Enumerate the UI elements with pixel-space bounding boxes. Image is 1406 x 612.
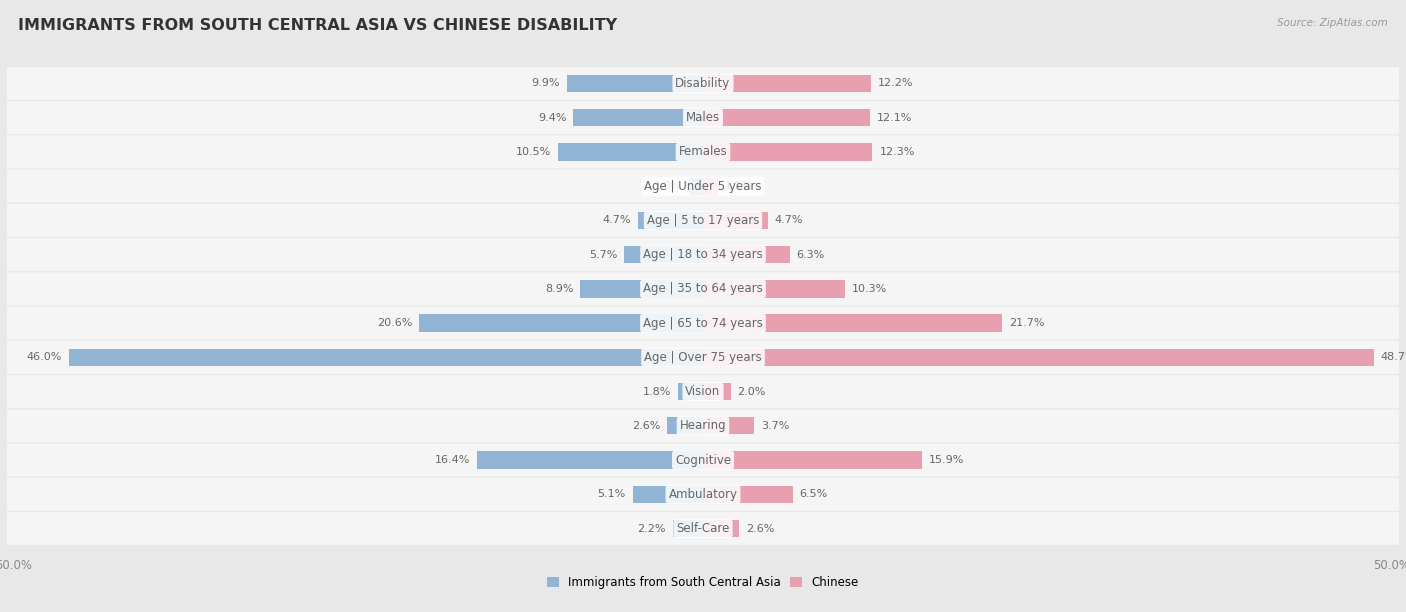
Bar	[477, 452, 703, 469]
FancyBboxPatch shape	[7, 135, 1399, 168]
Text: Age | 65 to 74 years: Age | 65 to 74 years	[643, 316, 763, 330]
FancyBboxPatch shape	[7, 238, 1399, 271]
Bar	[574, 109, 703, 126]
Text: 48.7%: 48.7%	[1381, 353, 1406, 362]
Text: 8.9%: 8.9%	[546, 284, 574, 294]
Text: Source: ZipAtlas.com: Source: ZipAtlas.com	[1277, 18, 1388, 28]
Bar	[703, 417, 754, 435]
Text: 20.6%: 20.6%	[377, 318, 412, 328]
FancyBboxPatch shape	[7, 307, 1399, 340]
Text: 10.3%: 10.3%	[852, 284, 887, 294]
Text: Disability: Disability	[675, 77, 731, 90]
Text: 1.1%: 1.1%	[725, 181, 754, 191]
Text: 9.4%: 9.4%	[538, 113, 567, 122]
Bar	[703, 143, 873, 160]
Text: 2.0%: 2.0%	[738, 387, 766, 397]
Bar	[638, 212, 703, 229]
Text: 2.2%: 2.2%	[637, 523, 666, 534]
Bar	[558, 143, 703, 160]
Text: Ambulatory: Ambulatory	[668, 488, 738, 501]
FancyBboxPatch shape	[7, 101, 1399, 134]
FancyBboxPatch shape	[7, 67, 1399, 100]
Text: 5.7%: 5.7%	[589, 250, 617, 259]
Text: 12.3%: 12.3%	[879, 147, 915, 157]
Text: IMMIGRANTS FROM SOUTH CENTRAL ASIA VS CHINESE DISABILITY: IMMIGRANTS FROM SOUTH CENTRAL ASIA VS CH…	[18, 18, 617, 34]
Bar	[69, 349, 703, 366]
Text: 15.9%: 15.9%	[929, 455, 965, 465]
Text: 4.7%: 4.7%	[603, 215, 631, 225]
Text: 9.9%: 9.9%	[531, 78, 560, 89]
Text: Hearing: Hearing	[679, 419, 727, 432]
FancyBboxPatch shape	[7, 170, 1399, 203]
Bar	[703, 315, 1002, 332]
FancyBboxPatch shape	[7, 272, 1399, 305]
FancyBboxPatch shape	[7, 444, 1399, 477]
Bar	[703, 212, 768, 229]
Text: 5.1%: 5.1%	[598, 490, 626, 499]
Text: Vision: Vision	[685, 385, 721, 398]
Bar	[633, 486, 703, 503]
Bar	[678, 383, 703, 400]
Bar	[703, 280, 845, 297]
Text: 1.0%: 1.0%	[654, 181, 682, 191]
Text: 6.5%: 6.5%	[800, 490, 828, 499]
Text: 6.3%: 6.3%	[797, 250, 825, 259]
Bar	[703, 75, 872, 92]
Bar	[703, 109, 870, 126]
Bar	[567, 75, 703, 92]
Bar	[703, 246, 790, 263]
Text: 12.1%: 12.1%	[876, 113, 912, 122]
FancyBboxPatch shape	[7, 204, 1399, 237]
Text: Females: Females	[679, 146, 727, 159]
Bar	[419, 315, 703, 332]
Text: Age | Over 75 years: Age | Over 75 years	[644, 351, 762, 364]
Text: 10.5%: 10.5%	[516, 147, 551, 157]
FancyBboxPatch shape	[7, 409, 1399, 442]
Text: 16.4%: 16.4%	[434, 455, 470, 465]
FancyBboxPatch shape	[7, 478, 1399, 511]
Bar	[689, 177, 703, 195]
Text: 46.0%: 46.0%	[27, 353, 62, 362]
FancyBboxPatch shape	[7, 375, 1399, 408]
Text: Age | 5 to 17 years: Age | 5 to 17 years	[647, 214, 759, 227]
Text: 1.8%: 1.8%	[643, 387, 671, 397]
Bar	[668, 417, 703, 435]
FancyBboxPatch shape	[7, 512, 1399, 545]
Bar	[624, 246, 703, 263]
FancyBboxPatch shape	[7, 341, 1399, 374]
Legend: Immigrants from South Central Asia, Chinese: Immigrants from South Central Asia, Chin…	[543, 572, 863, 594]
Text: Self-Care: Self-Care	[676, 522, 730, 535]
Bar	[703, 452, 922, 469]
Text: 4.7%: 4.7%	[775, 215, 803, 225]
Text: 12.2%: 12.2%	[877, 78, 914, 89]
Bar	[703, 520, 738, 537]
Bar	[581, 280, 703, 297]
Bar	[703, 383, 731, 400]
Text: 2.6%: 2.6%	[631, 421, 661, 431]
Text: Males: Males	[686, 111, 720, 124]
Bar	[672, 520, 703, 537]
Bar	[703, 177, 718, 195]
Bar	[703, 349, 1374, 366]
Text: 21.7%: 21.7%	[1010, 318, 1045, 328]
Text: Cognitive: Cognitive	[675, 453, 731, 466]
Text: 2.6%: 2.6%	[745, 523, 775, 534]
Text: 3.7%: 3.7%	[761, 421, 789, 431]
Text: Age | 35 to 64 years: Age | 35 to 64 years	[643, 282, 763, 296]
Text: Age | Under 5 years: Age | Under 5 years	[644, 180, 762, 193]
Bar	[703, 486, 793, 503]
Text: Age | 18 to 34 years: Age | 18 to 34 years	[643, 248, 763, 261]
